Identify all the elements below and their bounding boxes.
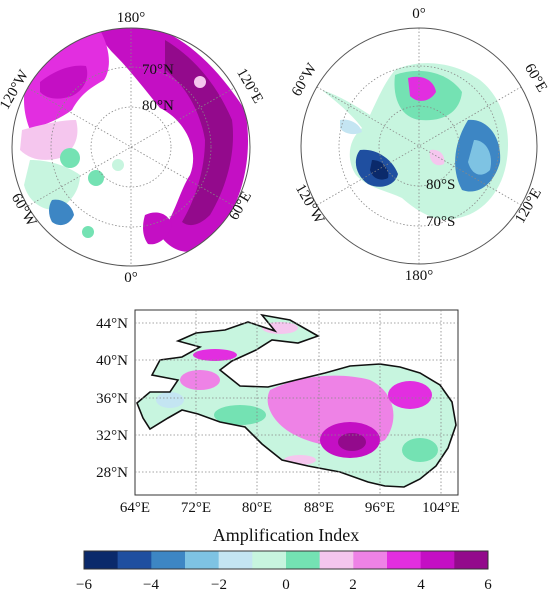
peninsula-patch xyxy=(340,119,362,135)
colorbar-swatch xyxy=(454,551,489,569)
arctic-lon-top: 180° xyxy=(117,10,146,26)
colorbar-frame xyxy=(83,550,489,570)
tibet-x-label: 64°E xyxy=(120,500,150,516)
tibet-x-label: 80°E xyxy=(242,500,272,516)
antarctic-lat-80: 80°S xyxy=(426,177,455,193)
arctic-lat-70: 70°N xyxy=(142,62,174,78)
tibet-x-label: 104°E xyxy=(422,500,460,516)
colorbar-tick: −4 xyxy=(143,577,159,593)
colorbar-title: Amplification Index xyxy=(213,525,359,545)
colorbar-tick: 0 xyxy=(282,577,290,593)
colorbar-swatch xyxy=(286,551,320,569)
scandinavia-region xyxy=(143,212,172,245)
hudson-blue-region xyxy=(49,199,74,226)
antarctic-lat-70: 70°S xyxy=(426,214,455,230)
arctic-lat-80: 80°N xyxy=(142,98,174,114)
tibet-y-label: 28°N xyxy=(96,465,128,481)
tibet-se-green xyxy=(402,438,438,462)
greenland-region xyxy=(100,184,144,249)
colorbar-swatch xyxy=(84,551,118,569)
arctic-frame xyxy=(11,27,251,267)
tibet-y-label: 32°N xyxy=(96,428,128,444)
tibet-x-label: 88°E xyxy=(304,500,334,516)
arctic-map: 180° 0° 120°W 120°E 60°W 60°E 70°N 80°N xyxy=(0,10,266,286)
arctic-lon-bottom: 0° xyxy=(124,270,138,286)
tibet-boundary xyxy=(136,313,457,488)
tibet-x-label: 96°E xyxy=(365,500,395,516)
siberia-core-region xyxy=(165,40,234,226)
colorbar-swatch xyxy=(252,551,287,569)
pamir-light xyxy=(156,392,184,408)
antarctic-map: 0° 180° 60°W 60°E 120°W 120°E 80°S 70°S xyxy=(289,6,550,284)
pink-high-region xyxy=(408,76,436,101)
canada-central-region xyxy=(24,160,80,210)
colorbar: Amplification Index −6 −4 −2 0 2 4 6 xyxy=(76,525,492,593)
colorbar-swatch xyxy=(353,551,388,569)
colorbar-swatch xyxy=(185,551,219,569)
colorbar-tick: −6 xyxy=(76,577,92,593)
tibet-east-magenta xyxy=(388,381,432,409)
colorbar-swatch xyxy=(319,551,354,569)
qaidam-magenta xyxy=(193,349,237,361)
colorbar-swatch xyxy=(117,551,152,569)
colorbar-swatches xyxy=(84,551,489,569)
antarctic-graticule xyxy=(316,28,522,264)
tibet-y-label: 40°N xyxy=(96,353,128,369)
colorbar-tick: 2 xyxy=(349,577,357,593)
colorbar-tick: 6 xyxy=(484,577,492,593)
colorbar-swatch xyxy=(151,551,186,569)
green-patch xyxy=(82,226,94,238)
tibet-x-label: 72°E xyxy=(181,500,211,516)
green-patch xyxy=(60,148,80,168)
colorbar-tick: −2 xyxy=(211,577,227,593)
pink-patch xyxy=(194,76,206,88)
canada-north-region xyxy=(20,120,78,160)
antarctic-lon-top: 0° xyxy=(412,6,426,22)
tibet-y-label: 44°N xyxy=(96,316,128,332)
green-patch xyxy=(112,159,124,171)
east-antarctica-light xyxy=(468,140,492,175)
colorbar-swatch xyxy=(218,551,253,569)
tibet-grid xyxy=(135,310,458,495)
antarctic-lon-bottom: 180° xyxy=(405,268,434,284)
tibet-map: 44°N 40°N 36°N 32°N 28°N 64°E 72°E 80°E … xyxy=(96,309,460,516)
yukon-region xyxy=(40,65,88,99)
tibet-dark-core xyxy=(338,433,366,451)
tibet-green-zone xyxy=(214,405,266,425)
colorbar-swatch xyxy=(420,551,455,569)
pink-patch xyxy=(429,149,445,166)
antarctic-frame xyxy=(300,27,538,265)
tibet-west-pink xyxy=(180,370,220,390)
antarctic-land xyxy=(322,63,509,220)
antarctic-lon-upper-right: 60°E xyxy=(521,61,550,95)
tibet-y-label: 36°N xyxy=(96,391,128,407)
colorbar-tick: 4 xyxy=(417,577,425,593)
green-patch xyxy=(88,170,104,186)
colorbar-swatch xyxy=(387,551,421,569)
arctic-graticule xyxy=(27,28,235,266)
